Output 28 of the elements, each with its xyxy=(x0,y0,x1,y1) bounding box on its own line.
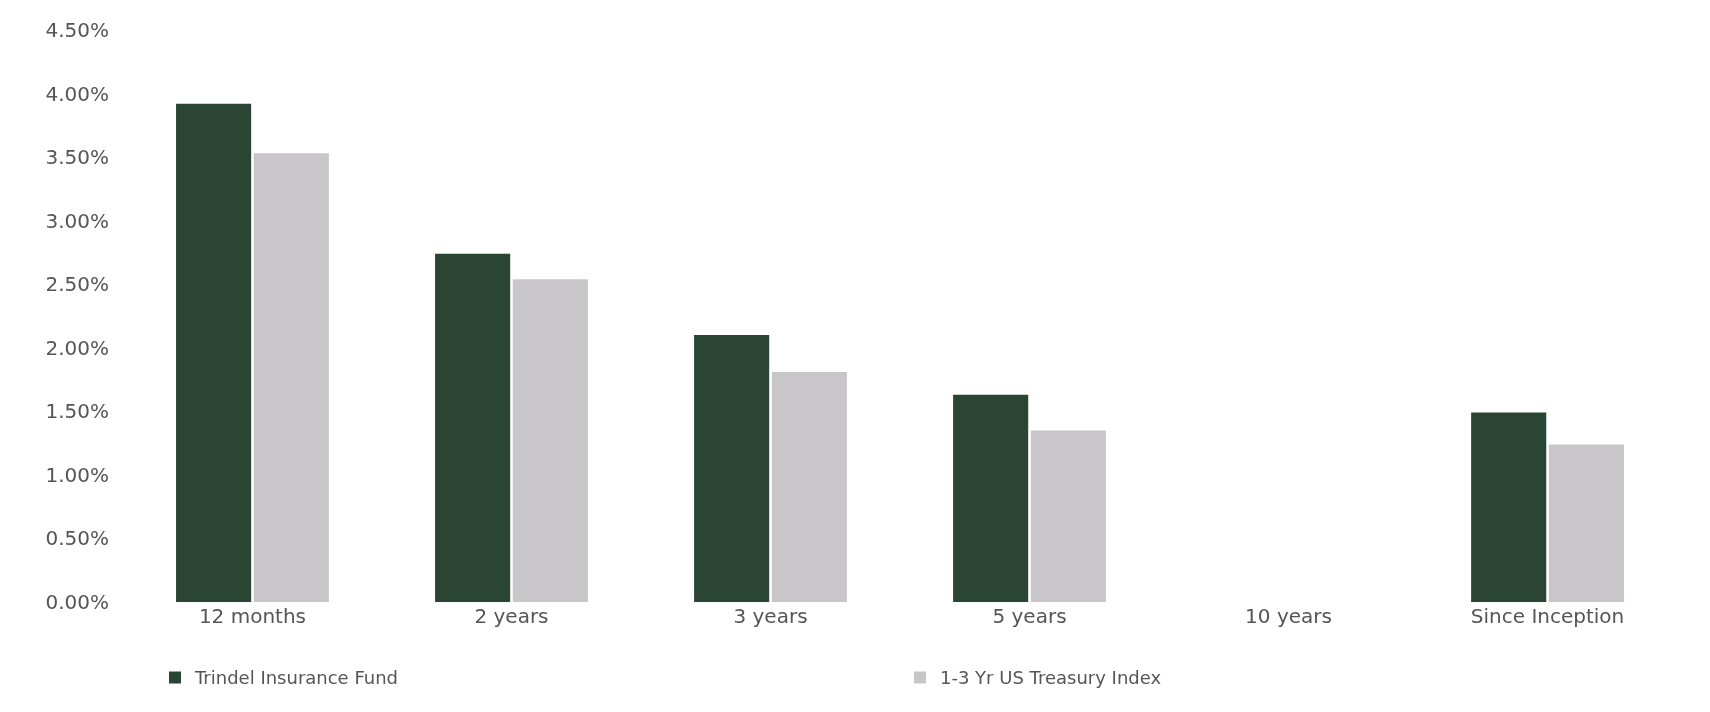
bar xyxy=(435,253,511,602)
x-tick-label: Since Inception xyxy=(1470,604,1625,628)
x-tick-label: 5 years xyxy=(992,604,1067,628)
bar xyxy=(694,335,770,602)
y-tick-label: 4.00% xyxy=(45,81,109,106)
bar xyxy=(512,279,588,602)
bar xyxy=(771,371,847,602)
x-tick-label: 2 years xyxy=(474,604,549,628)
y-tick-label: 2.00% xyxy=(45,335,109,360)
y-tick-label: 0.00% xyxy=(45,590,109,614)
x-tick-label: 10 years xyxy=(1245,604,1332,628)
bar xyxy=(253,153,329,602)
y-tick-label: 4.50% xyxy=(45,18,109,42)
y-tick-label: 1.00% xyxy=(45,462,109,487)
y-tick-label: 0.50% xyxy=(45,526,109,551)
x-tick-label: 12 months xyxy=(198,604,307,628)
bar xyxy=(953,394,1029,602)
legend-label: 1-3 Yr US Treasury Index xyxy=(940,667,1162,689)
y-tick-label: 1.50% xyxy=(45,399,109,424)
bar xyxy=(1030,430,1106,602)
y-tick-label: 2.50% xyxy=(45,272,109,297)
legend-label: Trindel Insurance Fund xyxy=(194,667,399,689)
x-tick-label: 3 years xyxy=(733,604,808,628)
bar xyxy=(176,103,252,602)
bar xyxy=(1471,412,1547,602)
y-tick-label: 3.00% xyxy=(45,208,109,233)
y-tick-label: 3.50% xyxy=(45,145,109,170)
bar xyxy=(1548,444,1624,602)
